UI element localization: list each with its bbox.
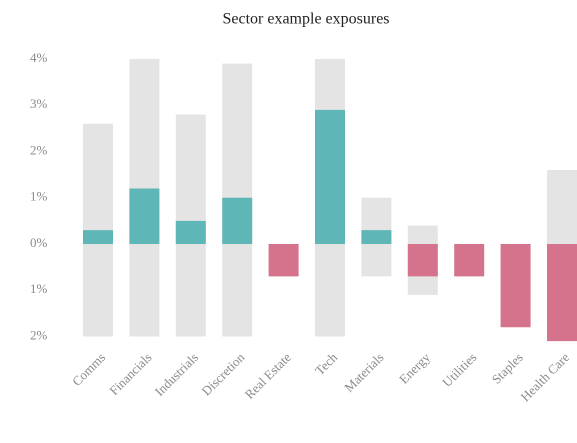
x-tick-label: Comms: [69, 350, 108, 389]
bar: [500, 244, 531, 328]
x-tick-label: Industrials: [152, 350, 201, 399]
y-tick-label: 3%: [30, 96, 48, 111]
bar: [129, 188, 160, 244]
y-tick-label: 4%: [30, 50, 48, 65]
x-tick-label: Health Care: [517, 349, 572, 404]
y-tick-label: 2%: [30, 142, 48, 157]
x-tick-label: Utilities: [439, 350, 479, 390]
y-tick-label: 1%: [30, 189, 48, 204]
x-tick-label: Materials: [341, 350, 386, 395]
bar: [222, 197, 253, 244]
x-tick-label: Real Estate: [242, 349, 294, 401]
x-tick-label: Staples: [489, 350, 526, 387]
x-tick-label: Energy: [396, 349, 433, 386]
bar: [454, 244, 485, 277]
y-tick-label: 1%: [30, 281, 48, 296]
bar: [407, 244, 438, 277]
bar: [315, 109, 345, 244]
y-tick-label: 2%: [30, 327, 48, 342]
x-tick-label: Tech: [312, 349, 341, 378]
bar: [83, 230, 113, 244]
bar: [547, 244, 577, 342]
bar: [361, 230, 392, 244]
bar: [268, 244, 299, 277]
x-tick-label: Financials: [106, 350, 154, 398]
chart-title: Sector example exposures: [222, 11, 389, 28]
bar: [175, 220, 206, 244]
y-tick-label: 0%: [30, 235, 48, 250]
